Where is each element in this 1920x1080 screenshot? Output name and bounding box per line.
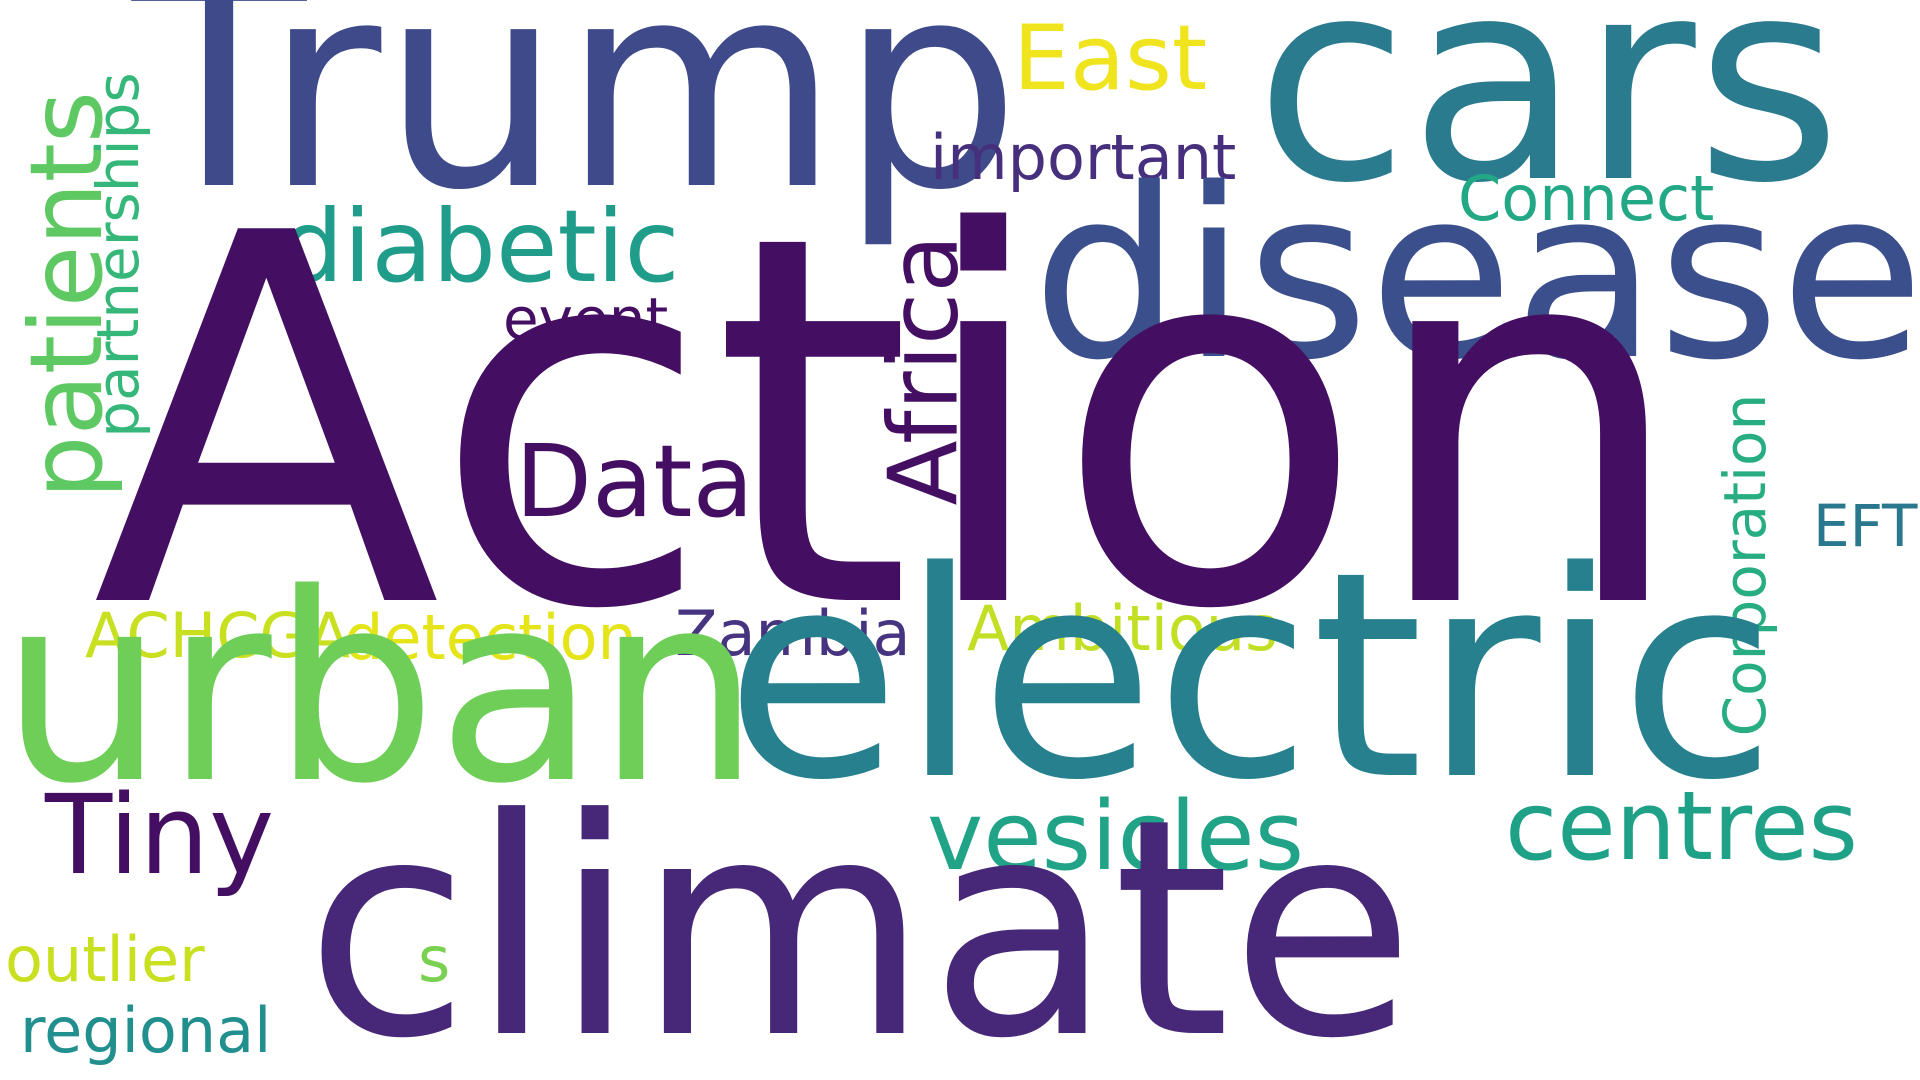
word-connect: Connect [1458,162,1715,235]
word-important: important [930,121,1237,194]
word-regional: regional [20,994,272,1067]
word-zambia: Zambia [675,597,911,670]
word-cars: cars [1255,0,1842,245]
word-ambitious: Ambitious [967,592,1278,665]
word-vesicles: vesicles [927,782,1305,892]
word-eft: EFT [1813,492,1918,560]
word-urban: urban [0,539,761,841]
word-disease: disease [1032,139,1920,412]
word-trump: Trump [132,0,1021,253]
word-s: s [418,923,451,996]
word-event: event [503,285,669,353]
word-east: East [1013,6,1208,111]
word-africa: Africa [869,234,980,506]
word-diabetic: diabetic [280,188,680,305]
word-tiny: Tiny [45,771,275,899]
word-electric: electric [725,511,1777,843]
word-action: Action [92,128,1690,721]
word-centres: centres [1505,772,1859,882]
word-climate: climate [305,755,1415,1080]
word-outlier: outlier [5,923,205,996]
word-detection: detection [344,601,637,674]
word-achcga: ACHCGA [85,599,350,672]
word-data: Data [515,423,754,540]
